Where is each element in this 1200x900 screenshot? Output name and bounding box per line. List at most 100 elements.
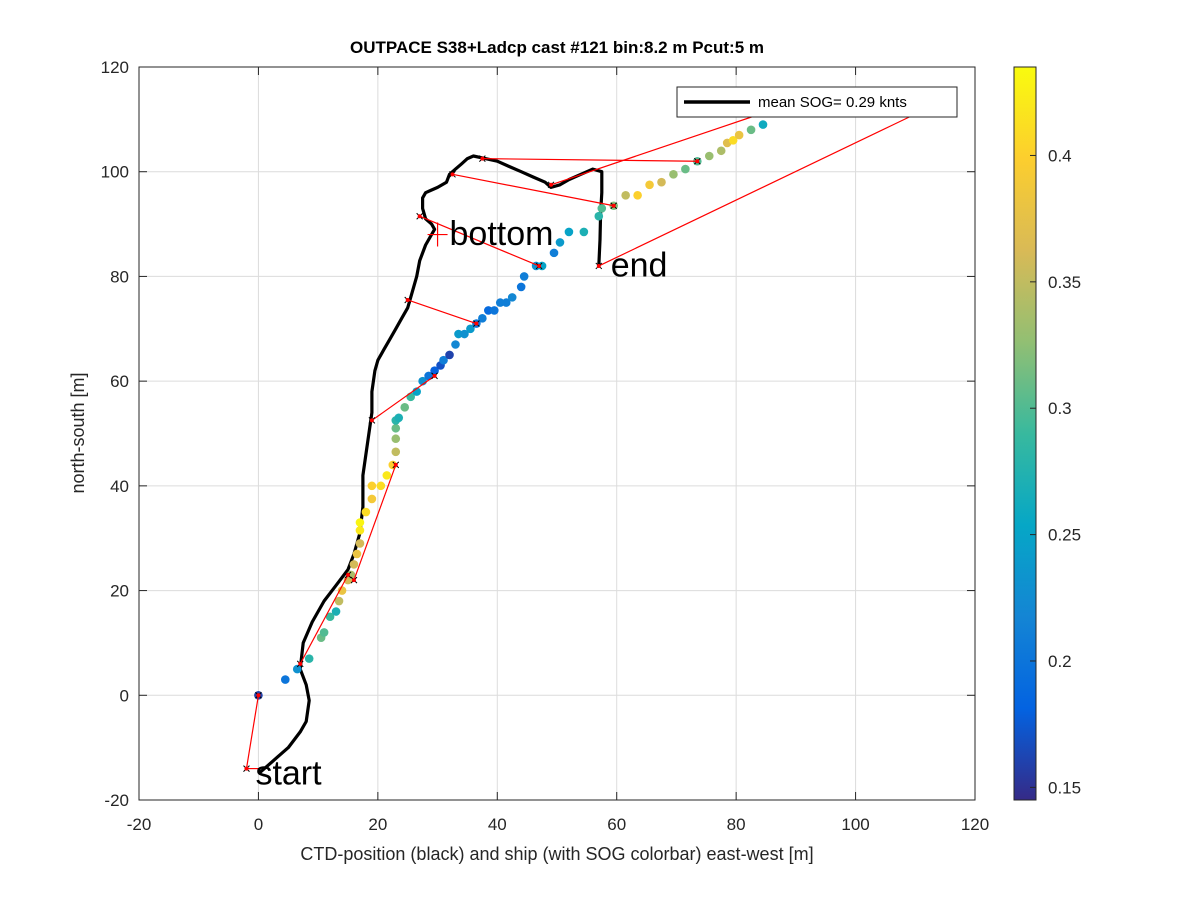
- ship-sog-point: [394, 413, 404, 423]
- ship-sog-point: [445, 350, 454, 360]
- connector-dot: [298, 661, 303, 666]
- ship-sog-point: [645, 180, 654, 190]
- ship-sog-point: [292, 664, 302, 674]
- connector-dot: [474, 321, 479, 326]
- ship-sog-point: [400, 403, 410, 412]
- connector-dot: [351, 578, 356, 583]
- ship-sog-point: [728, 136, 738, 145]
- connector-line: [407, 299, 477, 325]
- end-annotation: end: [611, 246, 668, 284]
- connector-dot: [480, 156, 485, 161]
- legend: mean SOG= 0.29 knts: [676, 86, 958, 118]
- connector-dot: [369, 418, 374, 423]
- ship-sog-point: [669, 170, 678, 179]
- ship-sog-point: [597, 204, 607, 213]
- ship-sog-point: [355, 518, 365, 527]
- ship-sog-point: [451, 340, 460, 349]
- y-tick-label: 100: [101, 163, 129, 182]
- connector-line: [550, 113, 761, 186]
- start-annotation: start: [255, 754, 322, 792]
- ship-sog-point: [549, 248, 559, 258]
- ship-sog-point: [367, 494, 377, 504]
- ship-sog-point: [555, 238, 565, 247]
- legend-label: mean SOG= 0.29 knts: [758, 94, 907, 111]
- colorbar-gradient: [1013, 66, 1037, 801]
- ship-sog-point: [734, 130, 744, 140]
- connector-dot: [695, 159, 700, 164]
- ship-sog-point: [361, 507, 371, 517]
- ctd-track-line: [257, 154, 604, 776]
- connector-line: [245, 695, 260, 769]
- x-tick-label: 120: [961, 815, 989, 834]
- ship-sog-point: [519, 272, 529, 281]
- ship-sog-point: [633, 190, 642, 200]
- colorbar-tick-label: 0.2: [1048, 652, 1072, 671]
- ship-sog-point: [579, 227, 589, 237]
- connector-dot: [417, 214, 422, 219]
- ship-sog-point: [355, 539, 365, 548]
- x-tick-label: 60: [607, 815, 626, 834]
- connector-dot: [450, 172, 455, 177]
- plot-area: [139, 67, 975, 800]
- connector-line: [371, 375, 435, 421]
- ship-sog-point: [657, 177, 666, 187]
- ship-sog-point: [346, 570, 356, 580]
- ship-sog-point: [337, 586, 347, 595]
- colorbar-tick-label: 0.25: [1048, 526, 1081, 545]
- ship-sog-point: [325, 612, 335, 622]
- connector-dot: [432, 373, 437, 378]
- connector-dot: [596, 263, 601, 268]
- chart-title: OUTPACE S38+Ladcp cast #121 bin:8.2 m Pc…: [350, 38, 764, 57]
- connector-dot: [549, 182, 554, 187]
- colorbar-ticks: 0.15 0.2 0.25 0.3 0.35 0.4: [1030, 146, 1081, 797]
- ship-sog-point: [746, 125, 756, 135]
- ship-sog-point: [704, 151, 714, 161]
- connector-dot: [537, 263, 542, 268]
- ship-sog-point: [484, 306, 493, 315]
- grid-lines: [138, 66, 976, 801]
- ship-sog-point: [454, 329, 463, 339]
- ship-sog-point: [594, 211, 604, 221]
- x-tick-label: 100: [841, 815, 869, 834]
- axis-ticks: -20 0 20 40 60 80 100 120 -20 0 20 40 60 80 100 120: [101, 58, 990, 834]
- ship-sog-point: [621, 190, 630, 200]
- connector-dot: [346, 572, 350, 577]
- ship-sog-point: [681, 164, 690, 174]
- ship-sog-point: [501, 298, 511, 307]
- ship-sog-point: [490, 306, 499, 315]
- connector-dot: [393, 462, 398, 467]
- colorbar-tick-label: 0.15: [1048, 778, 1081, 797]
- x-tick-label: 80: [727, 815, 746, 834]
- connector-line: [419, 215, 540, 267]
- ship-sog-point: [382, 471, 392, 480]
- connector-dot: [405, 297, 410, 302]
- ship-sog-point: [281, 675, 290, 684]
- colorbar-tick-label: 0.4: [1048, 146, 1072, 165]
- colorbar-tick-label: 0.3: [1048, 399, 1072, 418]
- ship-sog-point: [564, 227, 574, 237]
- ship-sog-point: [391, 434, 401, 444]
- ship-sog-point: [460, 329, 469, 339]
- ship-sog-point: [495, 298, 505, 307]
- y-tick-label: 60: [110, 372, 129, 391]
- y-tick-label: 0: [120, 686, 129, 705]
- connector-line: [299, 574, 349, 665]
- ship-sog-point: [430, 366, 439, 375]
- x-tick-label: 40: [488, 815, 507, 834]
- ship-sog-point: [507, 293, 517, 302]
- ship-sog-point: [391, 447, 401, 457]
- bottom-marker-icon: [427, 222, 448, 247]
- x-tick-label: 0: [254, 815, 263, 834]
- y-axis-label: north-south [m]: [68, 372, 88, 493]
- y-tick-label: 120: [101, 58, 129, 77]
- ctd-track-series: [257, 154, 604, 776]
- y-tick-label: 40: [110, 477, 129, 496]
- ship-sog-point: [537, 261, 547, 271]
- y-tick-label: 20: [110, 582, 129, 601]
- connector-dot: [611, 203, 616, 208]
- ship-sog-point: [391, 423, 401, 433]
- x-axis-label: CTD-position (black) and ship (with SOG …: [300, 844, 813, 864]
- colorbar-tick-label: 0.35: [1048, 273, 1081, 292]
- ship-sog-point: [334, 596, 344, 606]
- connector-line: [482, 158, 698, 162]
